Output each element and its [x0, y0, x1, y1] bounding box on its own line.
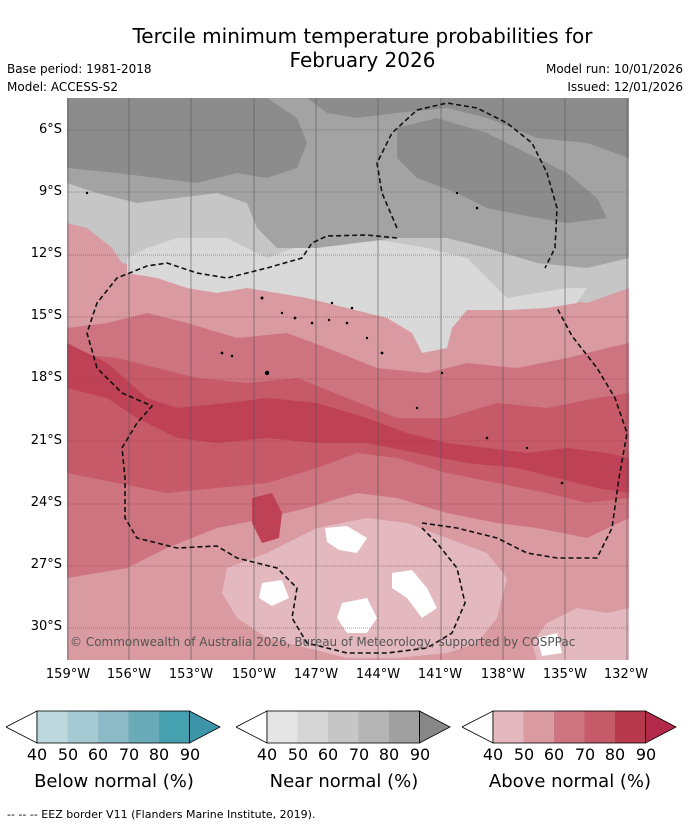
below-tick-90: 90 [179, 745, 201, 764]
below-cbar-seg-3 [98, 711, 129, 743]
meta-right: Model run: 10/01/2026 Issued: 12/01/2026 [546, 60, 683, 96]
copyright-notice: © Commonwealth of Australia 2026, Bureau… [70, 635, 575, 649]
above-tick-90: 90 [635, 745, 657, 764]
title-line-2: February 2026 [289, 48, 436, 72]
above-cbar-seg-4 [584, 711, 615, 743]
white-patch-1 [325, 526, 367, 553]
lon-label-138w: 138°W [480, 667, 526, 682]
above-tick-80: 80 [604, 745, 626, 764]
map-title: Tercile minimum temperature probabilitie… [110, 24, 615, 72]
above-zone-80 [67, 343, 629, 493]
near-cbar-seg-5 [389, 711, 420, 743]
issued-date: Issued: 12/01/2026 [567, 80, 683, 94]
eez-footnote: -- -- -- EEZ border V11 (Flanders Marine… [7, 808, 316, 821]
near-cbar-seg-1 [267, 711, 298, 743]
below-cbar-seg-1 [37, 711, 68, 743]
near-cbar-upper-arrow [419, 710, 451, 744]
lon-label-150w: 150°W [231, 667, 277, 682]
below-tick-50: 50 [57, 745, 79, 764]
lat-label-18s: 18°S [30, 370, 62, 385]
above-normal-colorbar [462, 710, 677, 744]
base-period: Base period: 1981-2018 [7, 62, 152, 76]
above-tick-50: 50 [513, 745, 535, 764]
lat-label-6s: 6°S [38, 122, 62, 137]
lon-label-156w: 156°W [106, 667, 152, 682]
below-cbar-lower-arrow [6, 710, 38, 744]
near-normal-colorbar [236, 710, 451, 744]
title-line-1: Tercile minimum temperature probabilitie… [132, 24, 593, 48]
white-patch-2 [392, 570, 437, 618]
near-tick-80: 80 [378, 745, 400, 764]
near-zone-dark-top [307, 98, 629, 158]
below-cbar-upper-arrow [189, 710, 221, 744]
near-normal-label: Near normal (%) [269, 771, 419, 792]
above-tick-60: 60 [543, 745, 565, 764]
above-zone-80-south [252, 493, 282, 543]
lat-label-27s: 27°S [30, 557, 62, 572]
near-cbar-seg-4 [358, 711, 389, 743]
lat-label-21s: 21°S [30, 433, 62, 448]
above-cbar-lower-arrow [462, 710, 494, 744]
model-run: Model run: 10/01/2026 [545, 62, 683, 76]
above-tick-70: 70 [574, 745, 596, 764]
near-cbar-seg-2 [297, 711, 328, 743]
below-tick-80: 80 [148, 745, 170, 764]
below-tick-60: 60 [87, 745, 109, 764]
near-tick-40: 40 [256, 745, 278, 764]
below-normal-label: Below normal (%) [34, 771, 194, 792]
near-cbar-seg-3 [328, 711, 359, 743]
lat-label-24s: 24°S [30, 495, 62, 510]
lon-label-141w: 141°W [417, 667, 463, 682]
above-zone-40-south [222, 518, 507, 658]
white-patch-3 [337, 598, 377, 633]
below-cbar-seg-4 [128, 711, 159, 743]
lat-label-9s: 9°S [38, 184, 62, 199]
above-cbar-seg-2 [523, 711, 554, 743]
near-zone-dark [67, 98, 307, 183]
lon-label-153w: 153°W [168, 667, 214, 682]
near-tick-70: 70 [348, 745, 370, 764]
below-tick-70: 70 [118, 745, 140, 764]
below-cbar-seg-5 [159, 711, 190, 743]
map-gridlines [67, 98, 629, 660]
lon-label-144w: 144°W [355, 667, 401, 682]
lon-label-159w: 159°W [45, 667, 91, 682]
near-cbar-lower-arrow [236, 710, 268, 744]
below-cbar-seg-2 [67, 711, 98, 743]
model-name: Model: ACCESS-S2 [7, 80, 119, 94]
below-tick-40: 40 [26, 745, 48, 764]
eez-borders [86, 102, 628, 654]
above-tick-40: 40 [482, 745, 504, 764]
islands [85, 191, 564, 485]
meta-left: Base period: 1981-2018 Model: ACCESS-S2 [7, 60, 152, 96]
lon-label-132w: 132°W [603, 667, 649, 682]
above-cbar-seg-3 [554, 711, 585, 743]
above-cbar-upper-arrow [645, 710, 677, 744]
lon-label-147w: 147°W [293, 667, 339, 682]
near-tick-90: 90 [409, 745, 431, 764]
probability-map: © Commonwealth of Australia 2026, Bureau… [67, 98, 629, 660]
above-cbar-seg-1 [493, 711, 524, 743]
lon-label-135w: 135°W [542, 667, 588, 682]
below-normal-colorbar [6, 710, 221, 744]
white-patch-4 [259, 580, 289, 606]
above-normal-label: Above normal (%) [488, 771, 652, 792]
lat-label-15s: 15°S [30, 308, 62, 323]
near-tick-60: 60 [317, 745, 339, 764]
above-cbar-seg-5 [615, 711, 646, 743]
near-tick-50: 50 [287, 745, 309, 764]
white-patch-5 [537, 633, 562, 656]
lat-label-12s: 12°S [30, 246, 62, 261]
near-zone-lightest [127, 238, 587, 353]
lat-label-30s: 30°S [30, 619, 62, 634]
